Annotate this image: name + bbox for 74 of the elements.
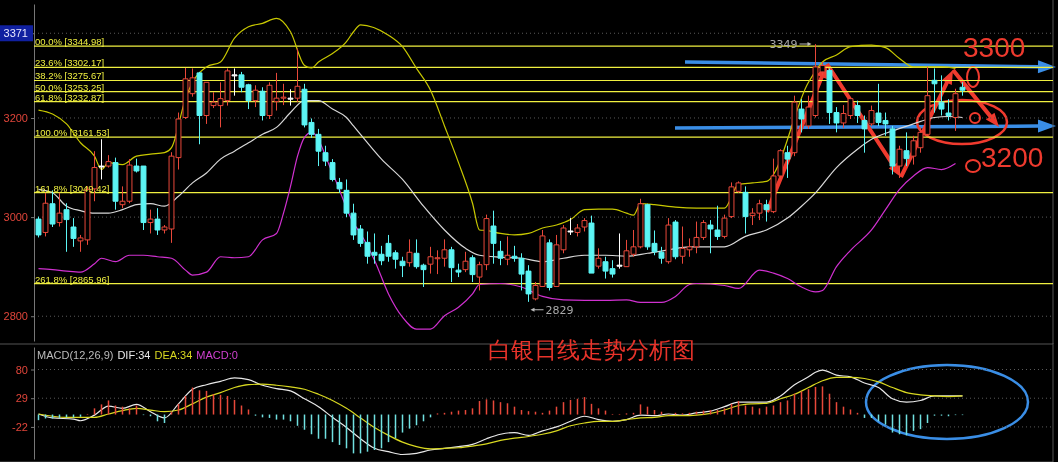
candlestick (658, 246, 665, 265)
candlestick (742, 185, 749, 234)
candlestick (588, 215, 595, 274)
y-tick-label: 80 (15, 363, 28, 376)
candlestick (252, 84, 259, 108)
candlestick (63, 202, 70, 253)
candlestick (721, 214, 728, 239)
candlestick (952, 88, 959, 132)
ref-line-label: 261.8% [2865.96] (35, 273, 110, 285)
candlestick (763, 199, 770, 223)
candlestick (903, 131, 910, 167)
candlestick (336, 177, 343, 194)
line-series (37, 17, 957, 236)
candlestick (504, 235, 511, 266)
text: DIF:34 (117, 349, 151, 361)
candlestick (287, 88, 294, 107)
candlestick (154, 207, 161, 236)
candlestick (945, 98, 952, 121)
ref-line-label: 23.6% [3302.17] (35, 57, 105, 69)
candlestick (798, 98, 805, 133)
candlestick (462, 251, 469, 273)
candlestick (938, 74, 945, 117)
candlestick (406, 238, 413, 268)
candlestick (868, 105, 875, 127)
candlestick (861, 115, 868, 154)
ref-line-label: 38.2% [3275.67] (35, 70, 105, 82)
candlestick (889, 125, 896, 175)
candlestick (112, 157, 119, 211)
candlestick (448, 246, 455, 283)
ref-line-label: 61.8% [3232.87] (35, 91, 105, 103)
candlestick (854, 100, 861, 124)
candlestick (469, 254, 476, 283)
candlestick (322, 145, 329, 167)
ref-line-label: 50.0% [3253.25] (35, 81, 105, 93)
legend-title: MACD(12,26,9) (37, 349, 114, 361)
candlestick (105, 154, 112, 169)
candlestick (672, 219, 679, 260)
candlestick (595, 247, 602, 270)
y-tick-label: 3000 (3, 211, 28, 224)
y-tick-label: -22 (12, 420, 28, 433)
candlestick (259, 86, 266, 121)
candlestick (567, 217, 574, 236)
candlestick (42, 192, 49, 237)
candlestick (231, 67, 238, 97)
candlestick (147, 209, 154, 234)
candlestick (98, 138, 105, 180)
candlestick (490, 210, 497, 265)
candlestick (497, 240, 504, 266)
candlestick (784, 145, 791, 179)
candlestick (665, 217, 672, 265)
candlestick (70, 217, 77, 248)
ref-line-label: 00.0% [3344.98] (35, 36, 105, 48)
text: 白银日线走势分析图 (487, 337, 695, 363)
line-series (37, 131, 957, 330)
y-tick-label: 2800 (3, 310, 28, 323)
annotation: MACD:0 (196, 349, 238, 361)
text: 3200 (981, 142, 1044, 173)
candlestick (616, 232, 623, 270)
y-tick-label: 3371 (3, 27, 28, 40)
candlestick (959, 81, 966, 97)
candlestick (196, 71, 203, 145)
annotation: 2829 (545, 303, 574, 317)
candlestick (931, 67, 938, 114)
candlestick (546, 238, 553, 291)
candlestick (294, 48, 301, 103)
candlestick (56, 192, 63, 228)
candlestick (329, 158, 336, 182)
candlestick (455, 263, 462, 278)
y-tick-label: 3200 (3, 112, 28, 125)
candlestick (791, 95, 798, 157)
candlestick (399, 256, 406, 278)
y-tick-label: 29 (15, 392, 28, 405)
text: DEA:34 (154, 349, 193, 361)
candlestick (896, 145, 903, 179)
